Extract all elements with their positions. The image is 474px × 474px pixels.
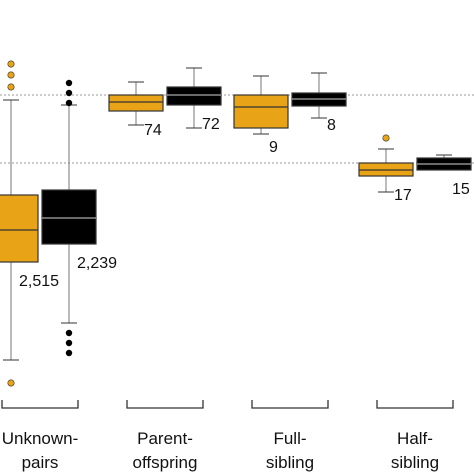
x-tick-label: sibling	[266, 453, 314, 472]
box	[0, 194, 39, 263]
outlier	[65, 349, 73, 357]
box	[41, 189, 97, 245]
box	[108, 94, 164, 112]
count-label: 15	[452, 181, 470, 198]
count-label: 8	[327, 117, 336, 134]
box	[233, 94, 289, 129]
outlier	[65, 339, 73, 347]
x-tick-label: Half-	[397, 429, 433, 448]
outlier	[7, 60, 15, 68]
outlier	[65, 79, 73, 87]
outlier	[7, 71, 15, 79]
count-label: 17	[394, 187, 412, 204]
count-label: 74	[144, 122, 162, 139]
x-tick-label: pairs	[22, 453, 59, 472]
x-tick-label: Full-	[273, 429, 306, 448]
x-tick-label: sibling	[391, 453, 439, 472]
count-label: 2,239	[77, 255, 117, 272]
x-tick-label: offspring	[133, 453, 198, 472]
x-tick-label: Parent-	[137, 429, 193, 448]
outlier	[65, 89, 73, 97]
outlier	[65, 329, 73, 337]
category-bracket	[251, 400, 329, 409]
outlier	[65, 99, 73, 107]
count-label: 9	[269, 139, 278, 156]
x-tick-label: Unknown-	[2, 429, 79, 448]
category-bracket	[376, 400, 454, 409]
category-bracket	[1, 400, 79, 409]
count-label: 2,515	[19, 273, 59, 290]
count-label: 72	[202, 116, 220, 133]
outlier	[7, 379, 15, 387]
outlier	[7, 83, 15, 91]
box	[166, 86, 222, 106]
category-bracket	[126, 400, 204, 409]
outlier	[382, 134, 390, 142]
